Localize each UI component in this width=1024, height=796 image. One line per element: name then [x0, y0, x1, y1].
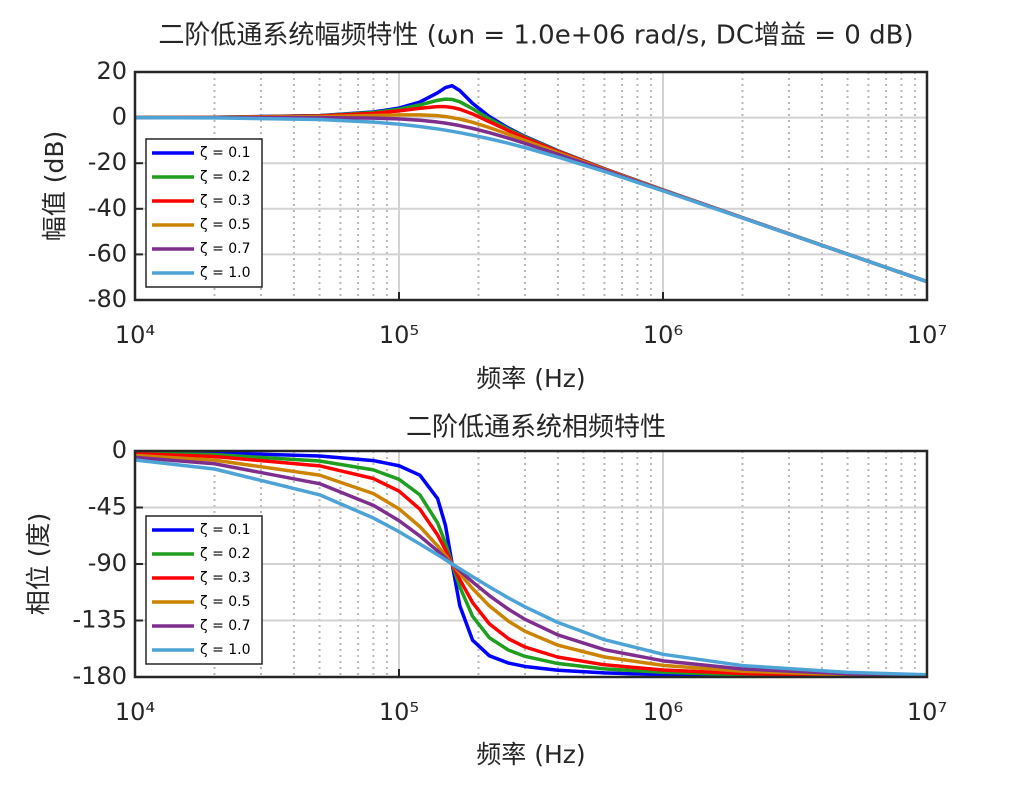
x-tick-label: 10⁷: [907, 321, 947, 349]
legend-label: ζ = 0.3: [200, 193, 251, 209]
series-line: [135, 455, 927, 677]
y-tick-label: -45: [88, 493, 127, 521]
series-line: [135, 451, 927, 677]
y-tick-label: -20: [88, 148, 127, 176]
plot-area: [135, 72, 927, 300]
legend-label: ζ = 0.7: [200, 241, 251, 257]
legend-box: [145, 515, 263, 665]
y-axis-label: 幅值 (dB): [40, 131, 69, 241]
x-tick-label: 10⁷: [907, 698, 947, 726]
axes-box: [133, 70, 929, 302]
legend-label: ζ = 0.5: [200, 594, 251, 610]
x-tick-label: 10⁴: [115, 698, 155, 726]
y-tick-label: -180: [73, 662, 127, 690]
y-tick-label: 0: [112, 103, 127, 131]
y-tick-label: 20: [96, 57, 127, 85]
y-tick-label: -60: [88, 239, 127, 267]
legend-label: ζ = 0.3: [200, 570, 251, 586]
x-tick-label: 10⁴: [115, 321, 155, 349]
x-tick-label: 10⁵: [379, 321, 419, 349]
series-line: [135, 451, 927, 677]
legend-label: ζ = 0.2: [200, 546, 251, 562]
y-tick-label: -80: [88, 285, 127, 313]
y-tick-label: 0: [112, 436, 127, 464]
x-axis-label: 频率 (Hz): [476, 364, 585, 393]
chart-title: 二阶低通系统幅频特性 (ωn = 1.0e+06 rad/s, DC增益 = 0…: [158, 21, 913, 51]
legend-label: ζ = 0.7: [200, 618, 251, 634]
y-tick-label: -40: [88, 194, 127, 222]
y-tick-label: -135: [73, 606, 127, 634]
legend-label: ζ = 0.1: [200, 522, 251, 538]
legend-label: ζ = 1.0: [200, 642, 251, 658]
legend-box: [145, 138, 263, 288]
x-axis-label: 频率 (Hz): [476, 740, 585, 769]
legend-label: ζ = 1.0: [200, 265, 251, 281]
legend-label: ζ = 0.5: [200, 217, 251, 233]
x-tick-label: 10⁶: [643, 698, 683, 726]
chart-title: 二阶低通系统相频特性: [406, 413, 666, 443]
x-tick-label: 10⁶: [643, 321, 683, 349]
legend-label: ζ = 0.1: [200, 145, 251, 161]
series-line: [135, 458, 927, 677]
y-tick-label: -90: [88, 549, 127, 577]
legend-label: ζ = 0.2: [200, 169, 251, 185]
x-tick-label: 10⁵: [379, 698, 419, 726]
series-line: [135, 115, 927, 284]
axes-box: [133, 449, 929, 679]
series-line: [135, 451, 927, 677]
series-line: [135, 453, 927, 677]
y-axis-label: 相位 (度): [24, 513, 53, 615]
